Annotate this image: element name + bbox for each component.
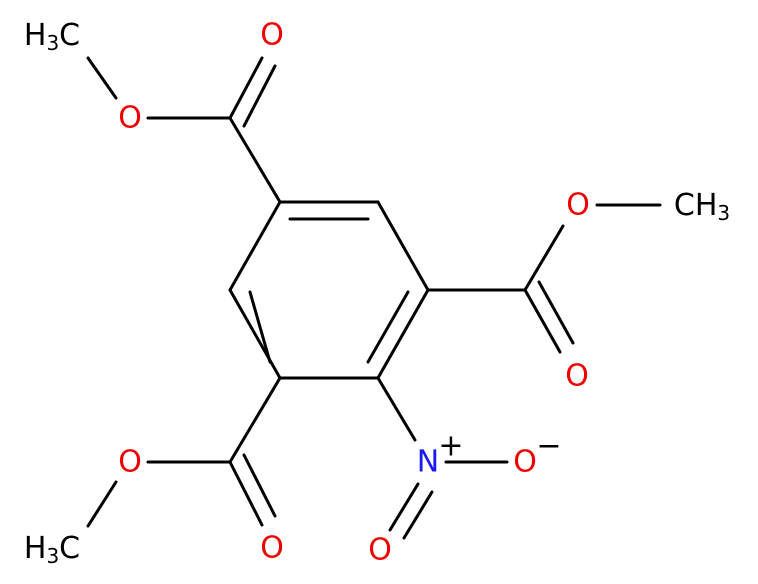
atom-label: O bbox=[118, 101, 142, 136]
atom-label: O bbox=[565, 359, 589, 394]
subscript: 3 bbox=[46, 544, 59, 568]
atom-labels: O O H3C O CH3 O O H3C O N + O − O bbox=[24, 18, 730, 569]
subscript: 3 bbox=[717, 201, 730, 225]
atom-part: C bbox=[59, 18, 80, 53]
atom-label: O bbox=[118, 445, 142, 480]
subscript: 3 bbox=[46, 31, 59, 55]
atom-label: O bbox=[260, 18, 284, 53]
atom-label: O bbox=[368, 533, 392, 568]
bonds bbox=[86, 56, 662, 540]
charge: + bbox=[438, 429, 463, 464]
atom-part: H bbox=[24, 531, 47, 566]
atom-label: O bbox=[566, 188, 590, 223]
atom-part: H bbox=[24, 18, 47, 53]
atom-label: O bbox=[260, 531, 284, 566]
atom-label: H3C bbox=[24, 531, 80, 569]
atom-part: CH bbox=[674, 188, 718, 223]
atom-label: O bbox=[513, 445, 537, 480]
atom-label: CH3 bbox=[674, 188, 730, 226]
atom-label: N bbox=[417, 445, 439, 480]
atom-label: H3C bbox=[24, 18, 80, 56]
charge: − bbox=[536, 429, 561, 464]
atom-part: C bbox=[59, 531, 80, 566]
